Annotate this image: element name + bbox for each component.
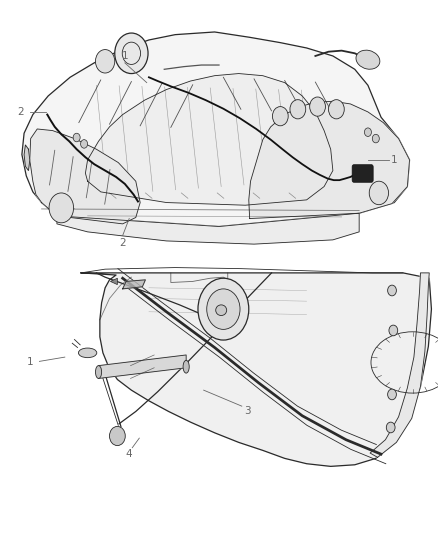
Circle shape [73,133,80,142]
Circle shape [310,97,325,116]
Polygon shape [249,101,410,219]
Polygon shape [85,74,333,205]
Text: 1: 1 [391,155,398,165]
Circle shape [95,50,115,73]
Ellipse shape [183,360,189,373]
Text: 1: 1 [121,51,128,61]
Circle shape [207,289,240,329]
Circle shape [81,140,88,148]
Circle shape [49,193,74,223]
Circle shape [115,33,148,74]
Polygon shape [81,273,431,466]
Ellipse shape [78,348,97,358]
Circle shape [369,181,389,205]
Polygon shape [30,129,140,224]
Circle shape [386,422,395,433]
Polygon shape [370,273,429,457]
Circle shape [372,134,379,143]
Text: 1: 1 [26,358,33,367]
Circle shape [198,278,249,340]
Text: 2: 2 [18,107,25,117]
Polygon shape [99,355,186,378]
Circle shape [290,100,306,119]
Polygon shape [22,32,410,227]
Polygon shape [57,213,359,244]
Circle shape [388,285,396,296]
Polygon shape [110,278,117,285]
Ellipse shape [95,366,102,378]
FancyBboxPatch shape [352,165,373,182]
Ellipse shape [356,50,380,69]
Text: 4: 4 [126,449,133,459]
Circle shape [389,325,398,336]
Circle shape [110,426,125,446]
Circle shape [388,389,396,400]
Circle shape [328,100,344,119]
Text: 3: 3 [244,407,251,416]
Ellipse shape [215,305,227,316]
Circle shape [272,107,288,126]
Polygon shape [24,145,30,171]
Circle shape [364,128,371,136]
Text: 2: 2 [119,238,126,247]
Polygon shape [123,280,145,289]
